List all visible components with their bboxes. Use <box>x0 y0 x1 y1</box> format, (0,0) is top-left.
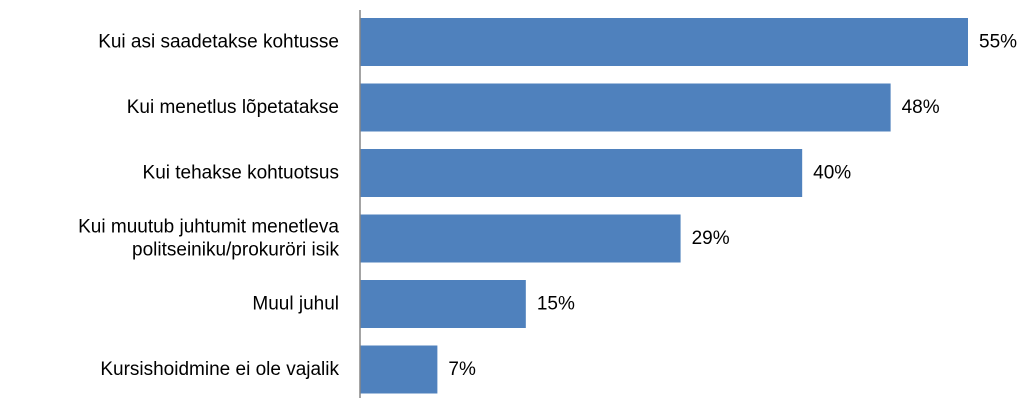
category-label: Kui asi saadetakse kohtusse <box>98 32 339 53</box>
data-label: 40% <box>813 163 851 184</box>
bar <box>360 345 438 394</box>
category-label: Kui muutub juhtumit menetleva <box>78 217 339 238</box>
category-label: Kursishoidmine ei ole vajalik <box>100 359 339 380</box>
data-label: 7% <box>448 359 476 380</box>
data-label: 15% <box>537 294 575 315</box>
bar <box>360 280 526 328</box>
data-label: 29% <box>692 228 730 249</box>
labels-layer: 55% Kui asi saadetakse kohtusse 48% Kui men… <box>78 32 1017 381</box>
data-label: 55% <box>979 32 1017 53</box>
bar <box>360 214 681 263</box>
bars-layer <box>360 18 968 394</box>
bar <box>360 149 803 197</box>
category-label: Kui menetlus lõpetatakse <box>127 97 339 118</box>
category-label: Muul juhul <box>252 294 339 315</box>
data-label: 48% <box>902 97 940 118</box>
category-label: politseiniku/prokuröri isik <box>132 240 339 261</box>
bar <box>360 18 968 66</box>
bar <box>360 83 891 132</box>
category-label: Kui tehakse kohtuotsus <box>143 163 339 184</box>
